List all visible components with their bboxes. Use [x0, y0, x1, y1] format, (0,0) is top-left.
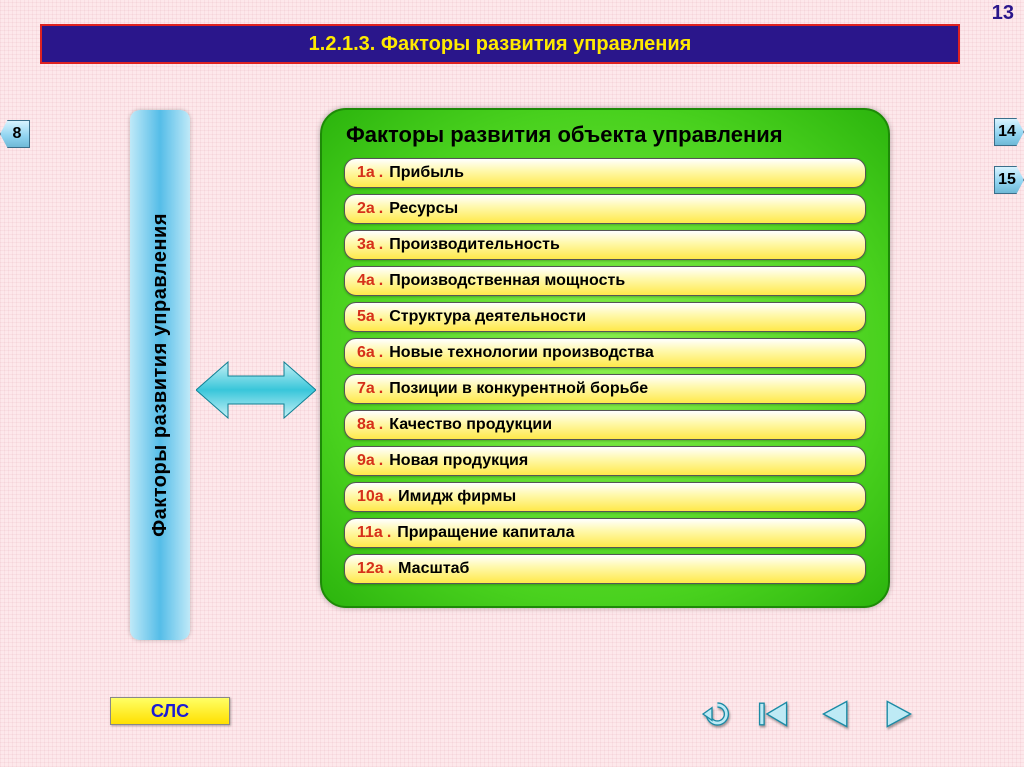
- factor-num: 2а: [357, 200, 375, 218]
- factor-text: Позиции в конкурентной борьбе: [389, 380, 648, 398]
- title-text: 1.2.1.3. Факторы развития управления: [309, 33, 692, 56]
- factor-dot: .: [379, 344, 383, 362]
- factor-num: 1а: [357, 164, 375, 182]
- vertical-factors-bar: Факторы развития управления: [130, 110, 190, 640]
- factor-num: 11а: [357, 524, 383, 542]
- nav-next-14-label: 14: [998, 123, 1016, 141]
- factor-num: 3а: [357, 236, 375, 254]
- bottom-nav: [694, 699, 916, 729]
- factor-num: 4а: [357, 272, 375, 290]
- factor-row: 11а. Приращение капитала: [344, 518, 866, 548]
- factor-row: 10а. Имидж фирмы: [344, 482, 866, 512]
- factor-num: 6а: [357, 344, 375, 362]
- vertical-factors-label: Факторы развития управления: [149, 213, 172, 537]
- factor-row: 7а. Позиции в конкурентной борьбе: [344, 374, 866, 404]
- sls-button[interactable]: СЛС: [110, 697, 230, 725]
- factor-row: 3а. Производительность: [344, 230, 866, 260]
- factor-dot: .: [388, 560, 392, 578]
- factor-num: 8а: [357, 416, 375, 434]
- factor-num: 10а: [357, 488, 384, 506]
- factor-text: Новая продукция: [389, 452, 528, 470]
- factor-text: Качество продукции: [389, 416, 552, 434]
- factor-dot: .: [388, 488, 392, 506]
- factors-panel: Факторы развития объекта управления 1а. П…: [320, 108, 890, 608]
- factor-row: 9а. Новая продукция: [344, 446, 866, 476]
- factor-dot: .: [379, 272, 383, 290]
- factor-text: Производительность: [389, 236, 560, 254]
- factor-text: Структура деятельности: [389, 308, 586, 326]
- factor-list: 1а. Прибыль 2а. Ресурсы 3а. Производительност…: [340, 158, 870, 584]
- panel-title: Факторы развития объекта управления: [346, 122, 864, 148]
- nav-forward-icon[interactable]: [880, 699, 916, 729]
- nav-back-icon[interactable]: [818, 699, 854, 729]
- factor-row: 5а. Структура деятельности: [344, 302, 866, 332]
- double-arrow-icon: [196, 360, 316, 420]
- page-number: 13: [992, 2, 1014, 25]
- nav-first-icon[interactable]: [756, 699, 792, 729]
- nav-prev-label: 8: [13, 125, 22, 143]
- factor-row: 6а. Новые технологии производства: [344, 338, 866, 368]
- factor-dot: .: [379, 236, 383, 254]
- factor-row: 2а. Ресурсы: [344, 194, 866, 224]
- factor-text: Имидж фирмы: [398, 488, 516, 506]
- factor-dot: .: [379, 200, 383, 218]
- factor-text: Прибыль: [389, 164, 464, 182]
- factor-text: Производственная мощность: [389, 272, 625, 290]
- factor-text: Масштаб: [398, 560, 469, 578]
- factor-dot: .: [379, 164, 383, 182]
- sls-label: СЛС: [151, 701, 189, 722]
- factor-num: 12а: [357, 560, 384, 578]
- factor-text: Приращение капитала: [397, 524, 574, 542]
- nav-next-15-label: 15: [998, 171, 1016, 189]
- title-bar: 1.2.1.3. Факторы развития управления: [40, 24, 960, 64]
- factor-row: 8а. Качество продукции: [344, 410, 866, 440]
- factor-row: 1а. Прибыль: [344, 158, 866, 188]
- factor-row: 4а. Производственная мощность: [344, 266, 866, 296]
- factor-dot: .: [379, 380, 383, 398]
- factor-num: 7а: [357, 380, 375, 398]
- factor-text: Ресурсы: [389, 200, 458, 218]
- factor-dot: .: [379, 308, 383, 326]
- factor-num: 9а: [357, 452, 375, 470]
- factor-row: 12а. Масштаб: [344, 554, 866, 584]
- factor-dot: .: [379, 452, 383, 470]
- factor-num: 5а: [357, 308, 375, 326]
- factor-dot: .: [387, 524, 391, 542]
- factor-dot: .: [379, 416, 383, 434]
- nav-return-icon[interactable]: [694, 699, 730, 729]
- factor-text: Новые технологии производства: [389, 344, 654, 362]
